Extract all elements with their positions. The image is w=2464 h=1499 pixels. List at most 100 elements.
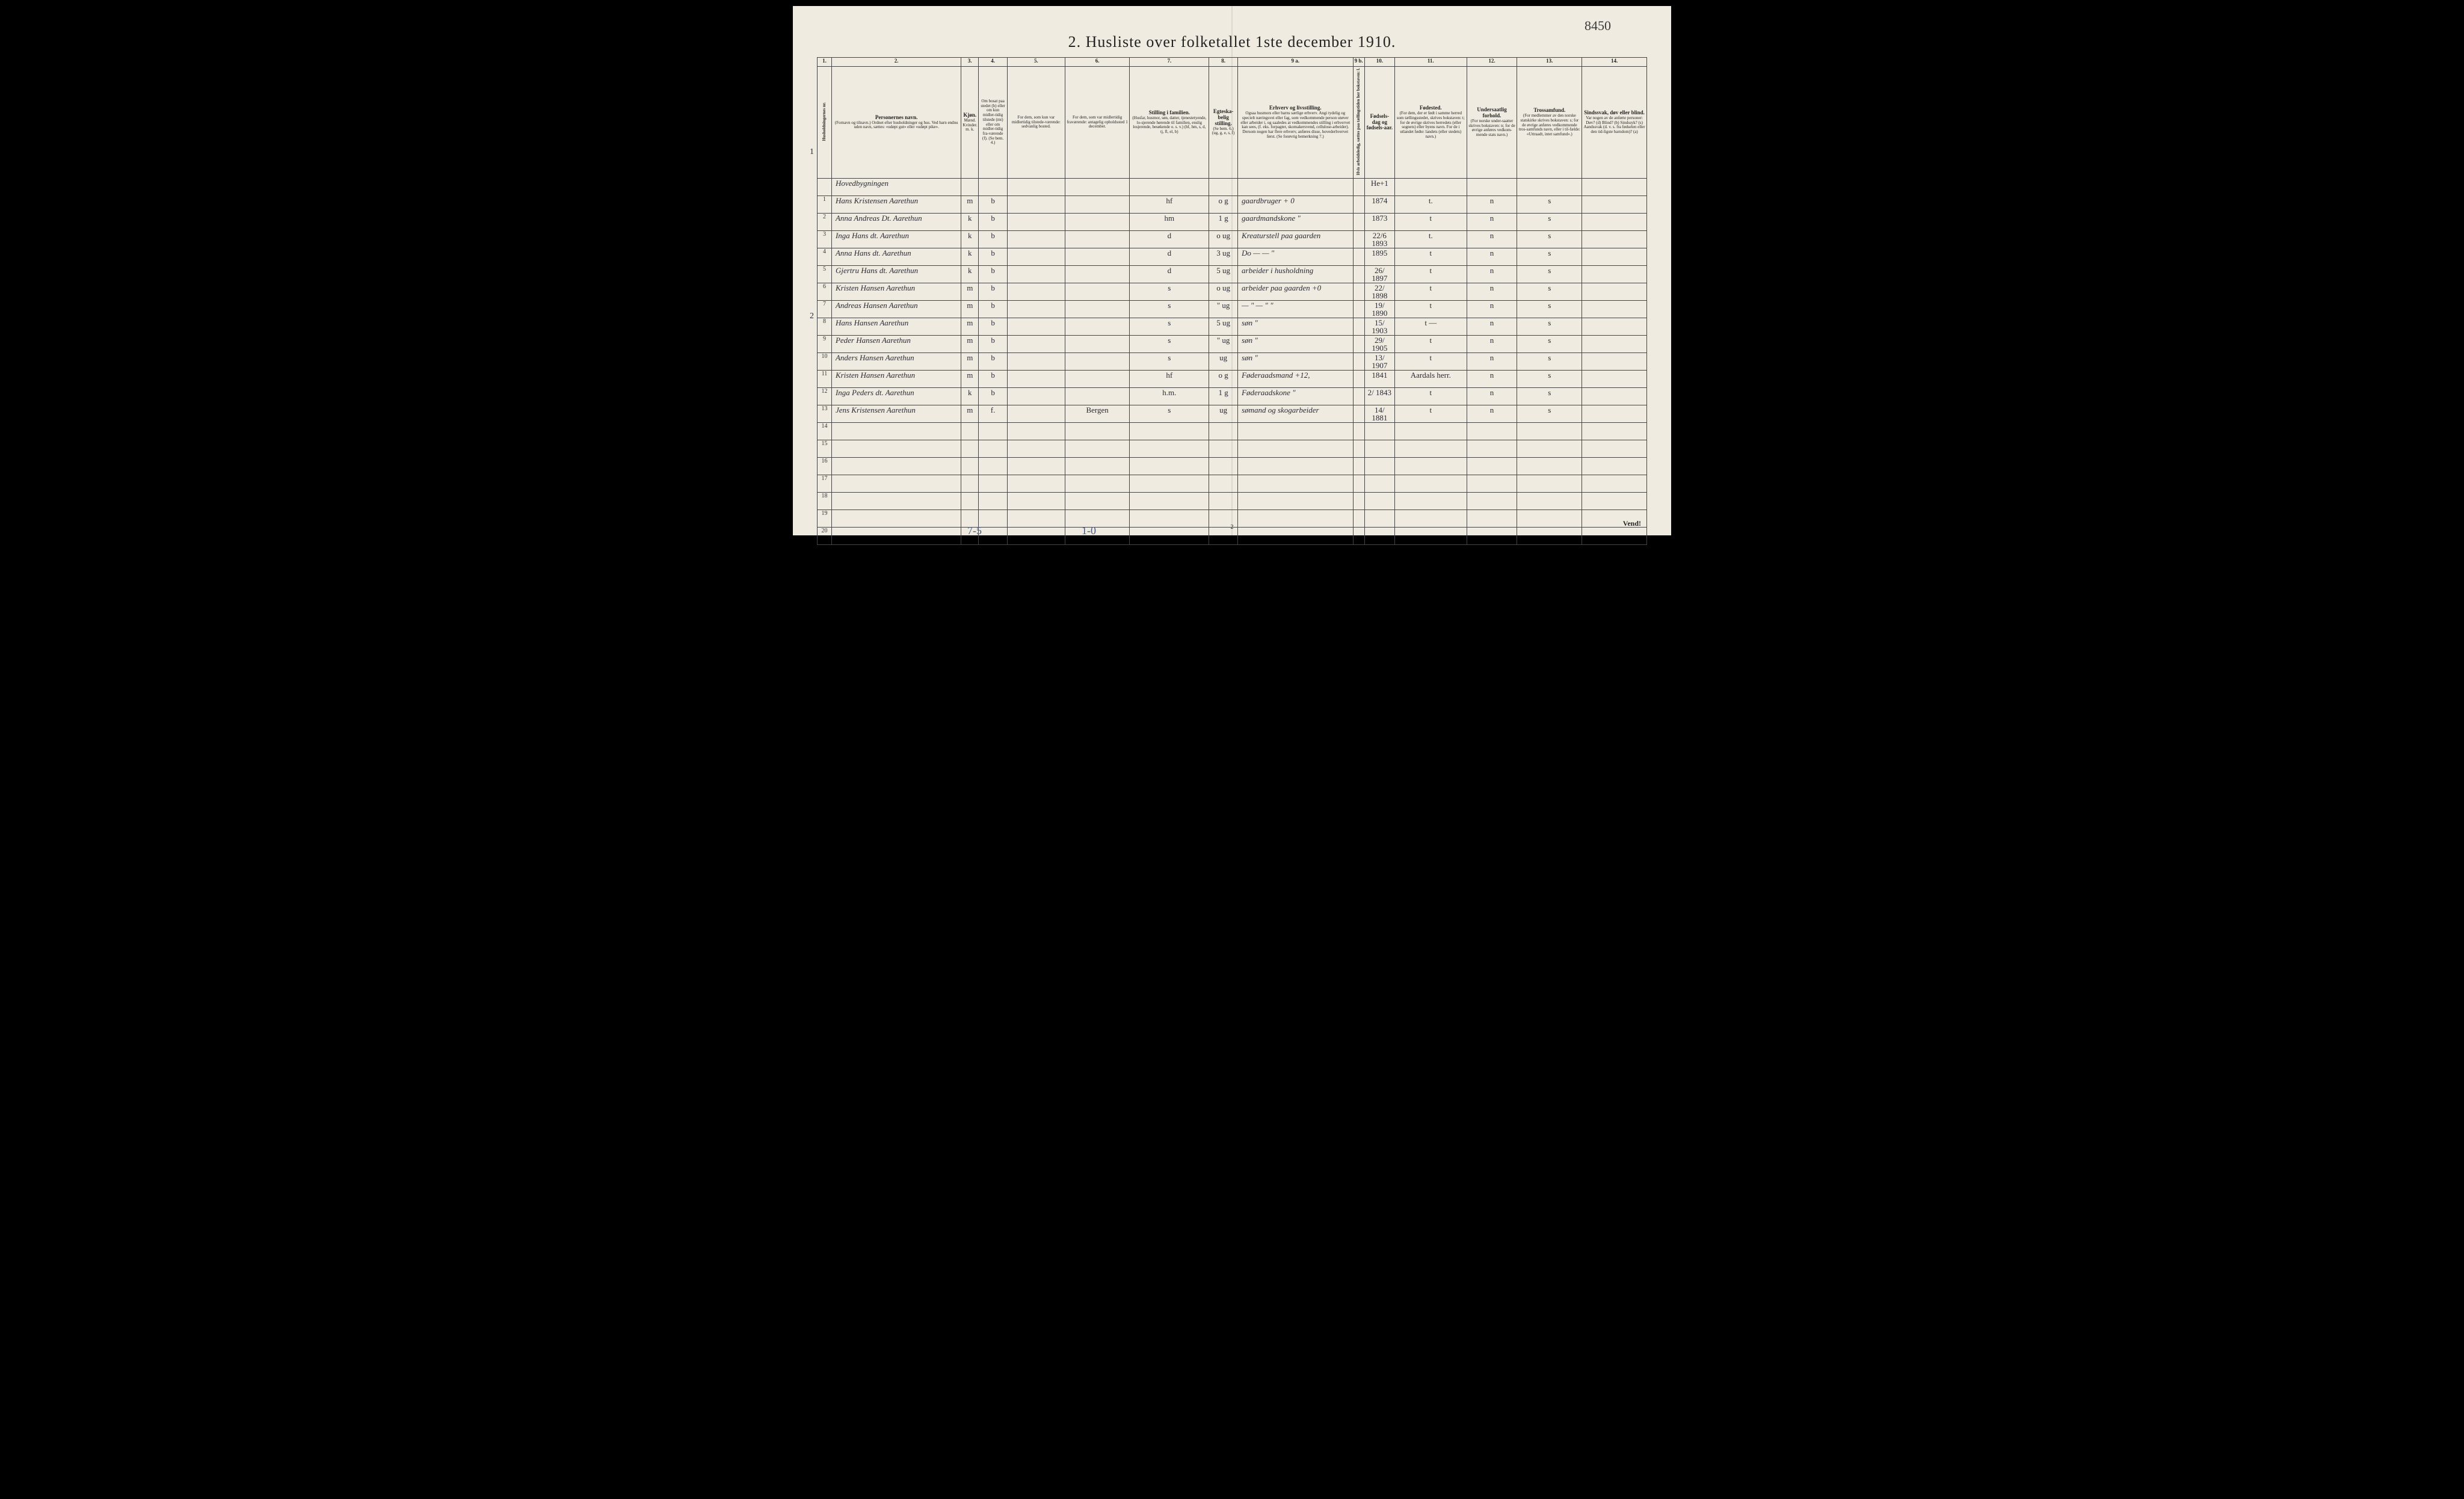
unemployed [1353, 248, 1364, 266]
cell [831, 440, 961, 458]
marital-status: 5 ug [1209, 266, 1238, 283]
cell [1238, 493, 1354, 510]
table-row: 10Anders Hansen Aarethunmbsugsøn "13/ 19… [818, 353, 1647, 371]
census-page: 8450 2. Husliste over folketallet 1ste d… [793, 6, 1671, 535]
religion: s [1517, 336, 1582, 353]
religion: s [1517, 371, 1582, 388]
religion: s [1517, 266, 1582, 283]
unemployed [1353, 266, 1364, 283]
cell [1008, 423, 1065, 440]
row-number: 13 [818, 405, 832, 423]
column-header: Erhverv og livsstilling.Ogsaa husmors el… [1238, 67, 1354, 179]
cell [961, 475, 979, 493]
family-position: s [1130, 336, 1209, 353]
column-number: 13. [1517, 58, 1582, 67]
person-name: Andreas Hansen Aarethun [831, 301, 961, 318]
temp-location [1065, 196, 1130, 214]
column-header: Trossamfund.(For medlemmer av den norske… [1517, 67, 1582, 179]
sex: k [961, 231, 979, 248]
nationality: n [1467, 405, 1517, 423]
cell [1130, 510, 1209, 528]
table-body: HovedbygningenHe+11Hans Kristensen Aaret… [818, 179, 1647, 545]
cell [1130, 458, 1209, 475]
person-name: Kristen Hansen Aarethun [831, 283, 961, 301]
row-number: 1 [818, 196, 832, 214]
column-header: Hvis arbeidsledig, sættes paa tællingsti… [1353, 67, 1364, 179]
nationality: n [1467, 248, 1517, 266]
occupation: Do — — " [1238, 248, 1354, 266]
residence-status: b [979, 336, 1008, 353]
marital-status: o ug [1209, 231, 1238, 248]
birth-date: 29/ 1905 [1364, 336, 1394, 353]
cell [961, 440, 979, 458]
cell [1130, 493, 1209, 510]
column-number: 4. [979, 58, 1008, 67]
birth-date: 22/6 1893 [1364, 231, 1394, 248]
column-header: Husholdningernes nr. [818, 67, 832, 179]
birthplace: Aardals herr. [1394, 371, 1467, 388]
row-number: 10 [818, 353, 832, 371]
usual-residence [1008, 405, 1065, 423]
column-number: 14. [1582, 58, 1647, 67]
vend-label: Vend! [1623, 519, 1641, 528]
row-number: 8 [818, 318, 832, 336]
nationality: n [1467, 301, 1517, 318]
temp-location [1065, 353, 1130, 371]
cell [1008, 510, 1065, 528]
person-name: Kristen Hansen Aarethun [831, 371, 961, 388]
column-number: 10. [1364, 58, 1394, 67]
margin-household-number: 2 [810, 312, 814, 321]
occupation: — " — " " [1238, 301, 1354, 318]
cell [961, 458, 979, 475]
marital-status: 1 g [1209, 388, 1238, 405]
usual-residence [1008, 231, 1065, 248]
disability [1582, 336, 1647, 353]
birth-date: 1841 [1364, 371, 1394, 388]
marital-status: o ug [1209, 283, 1238, 301]
cell [1364, 510, 1394, 528]
family-position: d [1130, 248, 1209, 266]
cell [1353, 458, 1364, 475]
birthplace: t. [1394, 196, 1467, 214]
cell [961, 493, 979, 510]
sex: m [961, 405, 979, 423]
residence-status: b [979, 196, 1008, 214]
marital-status: 1 g [1209, 214, 1238, 231]
unemployed [1353, 388, 1364, 405]
residence-status: b [979, 266, 1008, 283]
cell [1582, 179, 1647, 196]
birthplace: t [1394, 214, 1467, 231]
cell [1065, 528, 1130, 545]
cell [831, 423, 961, 440]
cell [961, 179, 979, 196]
religion: s [1517, 301, 1582, 318]
temp-location [1065, 231, 1130, 248]
cell [1065, 458, 1130, 475]
cell [1467, 475, 1517, 493]
family-position: s [1130, 318, 1209, 336]
religion: s [1517, 231, 1582, 248]
cell [1008, 493, 1065, 510]
birth-date: 1895 [1364, 248, 1394, 266]
cell [1065, 179, 1130, 196]
disability [1582, 196, 1647, 214]
disability [1582, 405, 1647, 423]
sex: m [961, 301, 979, 318]
family-position: s [1130, 405, 1209, 423]
usual-residence [1008, 388, 1065, 405]
column-number: 7. [1130, 58, 1209, 67]
unemployed [1353, 353, 1364, 371]
birth-date: 22/ 1898 [1364, 283, 1394, 301]
unemployed [1353, 196, 1364, 214]
column-header: For dem, som var midlertidig fraværende:… [1065, 67, 1130, 179]
cell [1467, 458, 1517, 475]
occupation: Kreaturstell paa gaarden [1238, 231, 1354, 248]
cell [1065, 475, 1130, 493]
sex: m [961, 336, 979, 353]
table-row: 13Jens Kristensen Aarethunmf.Bergensugsø… [818, 405, 1647, 423]
cell [1209, 440, 1238, 458]
table-row: 9Peder Hansen Aarethunmbs" ugsøn "29/ 19… [818, 336, 1647, 353]
cell [1467, 440, 1517, 458]
usual-residence [1008, 353, 1065, 371]
family-position: hm [1130, 214, 1209, 231]
